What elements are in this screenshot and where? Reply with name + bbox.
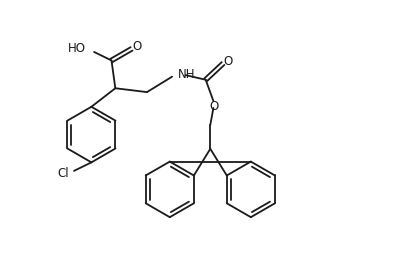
Text: NH: NH — [178, 68, 196, 81]
Text: HO: HO — [67, 42, 86, 55]
Text: O: O — [224, 55, 233, 68]
Text: O: O — [132, 40, 142, 54]
Text: O: O — [209, 100, 219, 113]
Text: Cl: Cl — [58, 167, 69, 180]
